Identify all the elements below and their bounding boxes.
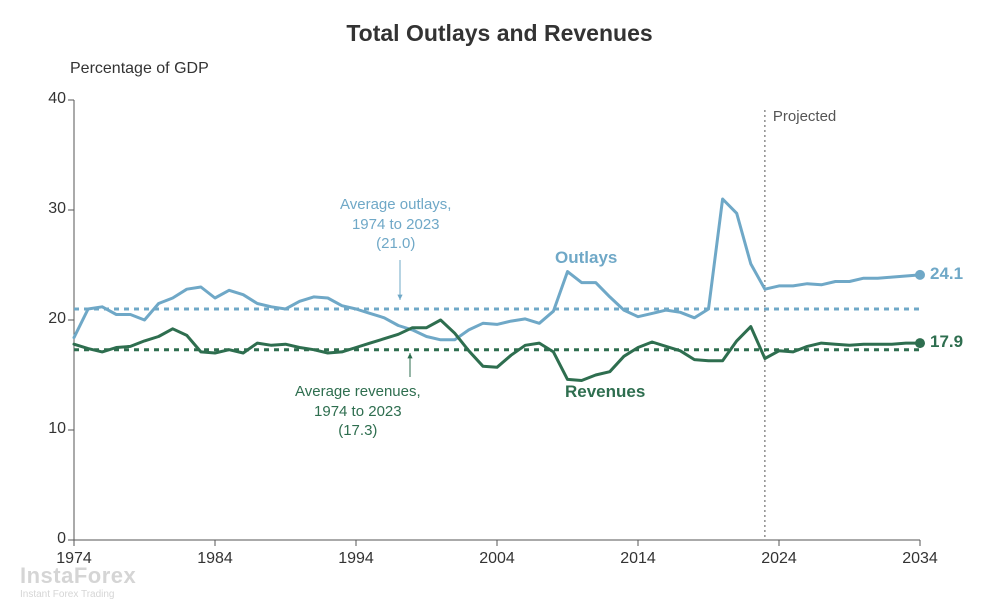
revenues-end-value: 17.9 [930, 332, 963, 352]
xtick-label: 2014 [608, 550, 668, 568]
ytick-label: 0 [16, 530, 66, 548]
revenues-series-label: Revenues [565, 382, 645, 402]
xtick-label: 1984 [185, 550, 245, 568]
watermark: InstaForex Instant Forex Trading [20, 563, 136, 600]
xtick-label: 2034 [890, 550, 950, 568]
ytick-label: 30 [16, 200, 66, 218]
y-axis-label: Percentage of GDP [70, 60, 209, 78]
xtick-label: 2004 [467, 550, 527, 568]
chart-svg [0, 0, 999, 610]
ytick-label: 10 [16, 420, 66, 438]
chart-container: Total Outlays and Revenues Percentage of… [0, 0, 999, 610]
watermark-main: InstaForex [20, 563, 136, 589]
projected-label: Projected [773, 108, 836, 125]
xtick-label: 2024 [749, 550, 809, 568]
ytick-label: 40 [16, 90, 66, 108]
avg-outlays-annotation: Average outlays,1974 to 2023(21.0) [340, 195, 451, 254]
avg-revenues-annotation: Average revenues,1974 to 2023(17.3) [295, 382, 421, 441]
outlays-series-label: Outlays [555, 248, 617, 268]
watermark-sub: Instant Forex Trading [20, 589, 136, 600]
outlays-end-value: 24.1 [930, 264, 963, 284]
chart-title: Total Outlays and Revenues [0, 20, 999, 47]
ytick-label: 20 [16, 310, 66, 328]
xtick-label: 1994 [326, 550, 386, 568]
